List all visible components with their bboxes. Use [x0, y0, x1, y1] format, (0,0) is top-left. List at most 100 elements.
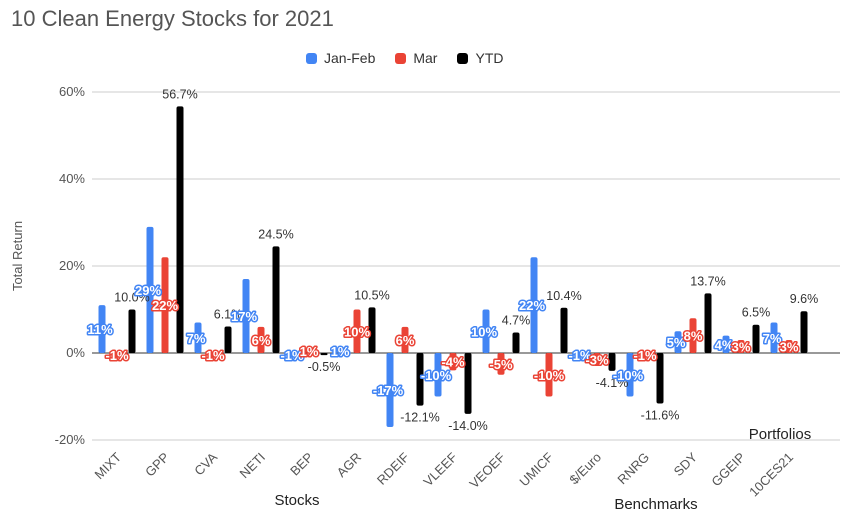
data-label-ytd: -0.5% [308, 360, 341, 374]
data-label-ytd: 13.7% [690, 274, 725, 288]
data-label-jan-feb: 7% [763, 331, 782, 346]
data-label-ytd: 24.5% [258, 227, 293, 241]
bar-jan-feb-sdy [674, 331, 682, 353]
bar-mar-vleef [449, 353, 457, 371]
data-label-ytd: 56.7% [162, 87, 197, 101]
bar-jan-feb-rdeif [386, 353, 394, 427]
bar-mar-gpp [161, 257, 169, 353]
bar-mar-cva [209, 353, 217, 358]
data-label-jan-feb: 1% [331, 344, 350, 359]
bar-mar-bep [305, 348, 313, 353]
x-tick-label: $/Euro [566, 450, 604, 488]
x-tick-label: CVA [191, 449, 220, 478]
chart-title: 10 Clean Energy Stocks for 2021 [11, 6, 334, 31]
legend-label-ytd: YTD [475, 50, 504, 66]
data-label-mar: 1% [300, 344, 319, 359]
bar-jan-feb-ggeip [722, 335, 730, 353]
bar-ytd-cva [224, 326, 232, 353]
bar-ytd-rdeif [416, 353, 424, 406]
data-label-ytd: 4.7% [502, 314, 531, 328]
data-label-mar: 8% [684, 329, 703, 344]
bar-ytd-veoef [512, 332, 520, 353]
y-tick-label: 20% [59, 258, 85, 273]
bar-ytd-neti [272, 246, 280, 353]
data-label-jan-feb: 7% [187, 331, 206, 346]
bar-mar-$/euro [593, 353, 601, 367]
x-tick-label: UMICF [516, 449, 556, 489]
data-label-mar: -1% [105, 348, 129, 363]
legend-item-mar[interactable]: Mar [395, 50, 437, 66]
legend-item-ytd[interactable]: YTD [457, 50, 503, 66]
data-label-ytd: 9.6% [790, 292, 819, 306]
bar-ytd-agr [368, 307, 376, 353]
bar-jan-feb-mixt [98, 305, 106, 353]
data-label-jan-feb: 10% [471, 324, 497, 339]
x-tick-label: 10CES21 [746, 450, 796, 500]
data-label-mar: 6% [396, 333, 415, 348]
y-axis-title: Total Return [10, 221, 25, 291]
group-label-stocks: Stocks [274, 492, 319, 509]
bar-jan-feb-bep [290, 353, 298, 358]
bar-jan-feb-10ces21 [770, 322, 778, 353]
bar-mar-ggeip [737, 339, 745, 353]
bar-jan-feb-agr [338, 348, 346, 353]
bar-ytd-gpp [176, 106, 184, 353]
data-label-jan-feb: 17% [231, 309, 257, 324]
bar-ytd-sdy [704, 293, 712, 353]
data-label-jan-feb: 5% [667, 335, 686, 350]
data-label-mar: -1% [633, 348, 657, 363]
data-label-mar: 3% [732, 339, 751, 354]
data-label-mar: -5% [489, 357, 513, 372]
data-label-jan-feb: 22% [519, 298, 545, 313]
data-label-mar: -4% [441, 355, 465, 370]
x-tick-label: GGEIP [708, 450, 748, 490]
legend-swatch-jan-feb [306, 52, 317, 64]
x-tick-label: NETI [237, 450, 269, 482]
data-label-ytd: 6.5% [742, 306, 771, 320]
y-tick-label: 0% [66, 345, 85, 360]
data-label-ytd: 6.1% [214, 307, 243, 321]
bar-mar-neti [257, 326, 265, 353]
bar-jan-feb-umicf [530, 257, 538, 353]
bar-jan-feb-veoef [482, 309, 490, 353]
bar-ytd-mixt [128, 309, 136, 353]
bar-jan-feb-cva [194, 322, 202, 353]
data-label-jan-feb: -10% [613, 368, 644, 383]
group-label-benchmarks: Benchmarks [614, 496, 697, 513]
legend-item-jan-feb[interactable]: Jan-Feb [306, 50, 375, 66]
bar-ytd-$/euro [608, 353, 616, 371]
bar-mar-rnrg [641, 353, 649, 358]
data-label-mar: -1% [201, 348, 225, 363]
data-label-ytd: -12.1% [400, 411, 440, 425]
bar-mar-mixt [113, 353, 121, 358]
data-label-ytd: 10.4% [546, 289, 581, 303]
bar-mar-rdeif [401, 326, 409, 353]
bar-ytd-rnrg [656, 353, 664, 404]
bar-ytd-vleef [464, 353, 472, 414]
bar-mar-sdy [689, 318, 697, 353]
y-tick-label: 40% [59, 171, 85, 186]
x-tick-label: MIXT [92, 449, 125, 482]
legend: Jan-Feb Mar YTD [306, 50, 503, 66]
bar-jan-feb-neti [242, 279, 250, 353]
data-label-ytd: 10.0% [114, 291, 149, 305]
bar-ytd-umicf [560, 307, 568, 353]
bar-jan-feb-$/euro [578, 353, 586, 358]
x-tick-label: VLEEF [420, 449, 460, 489]
legend-swatch-mar [395, 52, 407, 64]
y-tick-label: -20% [55, 432, 86, 447]
data-label-jan-feb: 11% [87, 322, 113, 337]
data-label-ytd: -11.6% [641, 408, 680, 422]
data-label-jan-feb: -1% [568, 348, 592, 363]
data-label-jan-feb: -10% [421, 368, 452, 383]
bar-jan-feb-vleef [434, 353, 442, 397]
y-tick-label: 60% [59, 84, 85, 99]
data-label-ytd: -4.1% [596, 376, 629, 390]
bar-mar-agr [353, 309, 361, 353]
bar-mar-10ces21 [785, 339, 793, 353]
legend-label-mar: Mar [413, 50, 438, 66]
bar-ytd-10ces21 [800, 311, 808, 353]
bar-mar-veoef [497, 353, 505, 375]
x-tick-label: RNRG [614, 450, 652, 488]
